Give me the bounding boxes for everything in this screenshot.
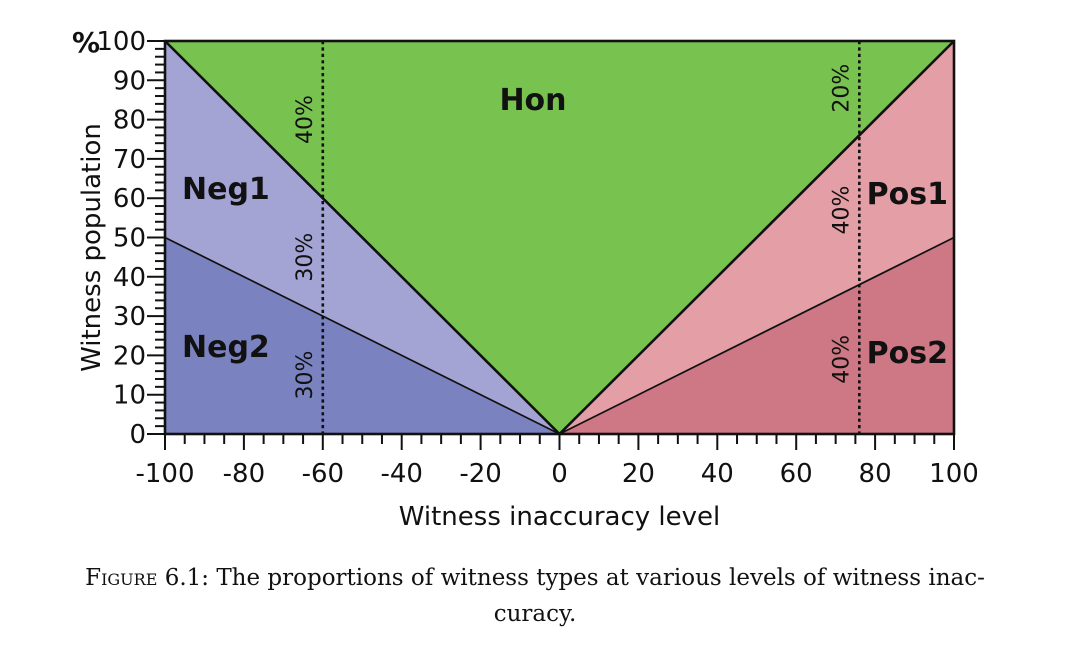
chart-labels: -100 -80 -60 -40 -20 0 20 40 60 80 100 0 10 20 30 40 50 6… — [72, 26, 979, 532]
caption-text: The proportions of witness types at vari… — [216, 565, 985, 591]
y-tick-label: 60 — [113, 184, 146, 214]
y-tick-label: 90 — [113, 66, 146, 96]
x-tick-label: 80 — [859, 459, 892, 489]
y-tick-label: 30 — [113, 302, 146, 332]
x-tick-label: -100 — [135, 459, 194, 489]
x-axis-label: Witness inaccuracy level — [399, 502, 720, 532]
chart-markers: 40% 30% 30% 20% 40% 40% — [293, 41, 861, 434]
y-tick-label: 0 — [129, 420, 146, 450]
y-tick-label: 10 — [113, 381, 146, 411]
x-tick-label: -80 — [223, 459, 265, 489]
marker-2-label-1: 20% — [829, 64, 854, 113]
x-tick-label: 20 — [622, 459, 655, 489]
y-tick-label: 80 — [113, 106, 146, 136]
figure-label: Figure 6.1: — [85, 565, 210, 591]
x-tick-label: -20 — [459, 459, 501, 489]
witness-types-chart: 40% 30% 30% 20% 40% 40% -100 -80 -60 -40 -20 0 20 40… — [72, 26, 979, 532]
boundary-line-2 — [164, 40, 561, 435]
marker-1-label-2: 30% — [293, 233, 318, 282]
x-tick-label: -40 — [380, 459, 422, 489]
marker-1-label-1: 40% — [293, 95, 318, 144]
y-tick-label: 20 — [113, 341, 146, 371]
y-unit-label: % — [72, 26, 100, 59]
y-tick-label: 70 — [113, 145, 146, 175]
boundary-line-1 — [164, 236, 560, 435]
x-tick-label: 40 — [701, 459, 734, 489]
x-tick-label: 100 — [929, 459, 979, 489]
region-label-neg2: Neg2 — [182, 330, 270, 365]
region-label-hon: Hon — [499, 83, 566, 118]
boundary-line-3 — [558, 40, 955, 435]
region-label-pos1: Pos1 — [867, 177, 948, 212]
boundary-line-4 — [559, 236, 955, 435]
figure-caption: Figure 6.1: The proportions of witness t… — [0, 560, 1070, 632]
chart-ticks — [147, 40, 955, 450]
x-tick-label: 0 — [551, 459, 568, 489]
x-tick-label: -60 — [302, 459, 344, 489]
marker-1-label-3: 30% — [293, 351, 318, 400]
marker-2-label-3: 40% — [829, 335, 854, 384]
chart-boundaries — [164, 40, 955, 435]
y-tick-label: 100 — [96, 27, 146, 57]
region-label-pos2: Pos2 — [867, 336, 948, 371]
marker-2-label-2: 40% — [829, 186, 854, 235]
y-axis-label: Witness population — [77, 123, 107, 372]
region-label-neg1: Neg1 — [182, 172, 270, 207]
y-tick-label: 50 — [113, 224, 146, 254]
region-hon — [165, 41, 954, 434]
x-tick-label: 60 — [780, 459, 813, 489]
caption-line-2: curacy. — [493, 601, 577, 627]
y-tick-label: 40 — [113, 263, 146, 293]
caption-line-1: Figure 6.1: The proportions of witness t… — [0, 560, 1070, 596]
